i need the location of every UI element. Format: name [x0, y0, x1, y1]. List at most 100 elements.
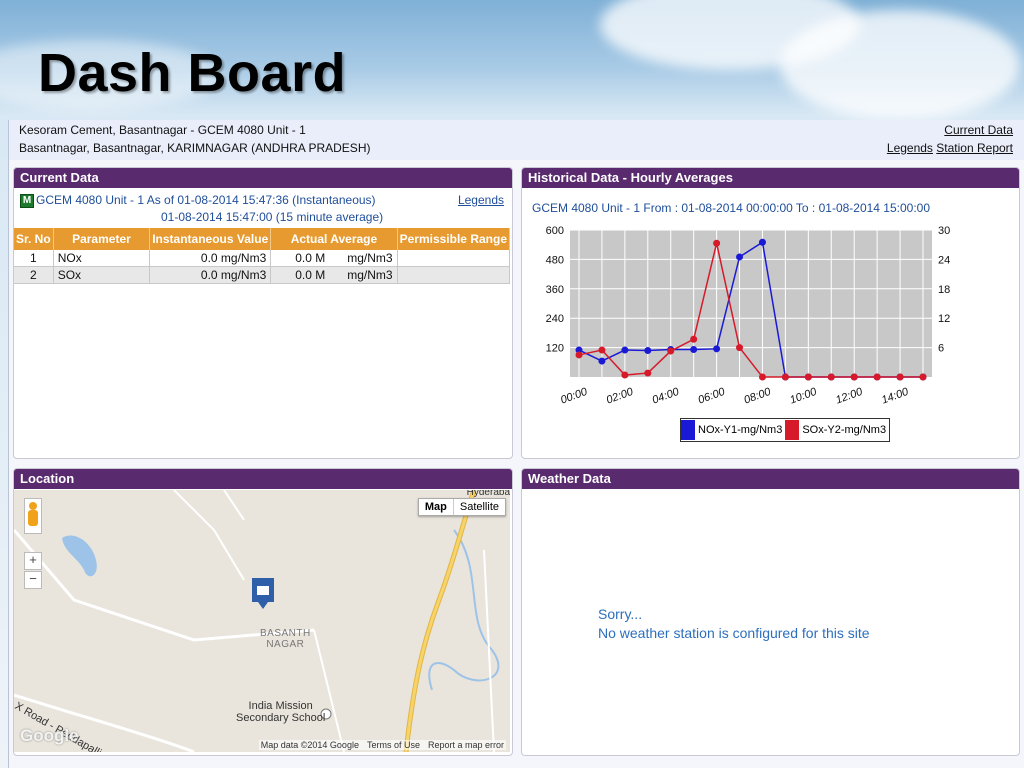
data-point: [598, 357, 606, 365]
average-unit: mg/Nm3: [347, 268, 393, 282]
highway-line: [403, 490, 477, 752]
google-logo: Google: [20, 726, 79, 745]
satellite-view-button[interactable]: Satellite: [459, 501, 499, 513]
hourly-averages-chart: 120 240 360 480 600 6 12 18 24 30 00:00 02:00 04:00 0…: [546, 225, 951, 407]
current-data-panel: Current Data M GCEM 4080 Unit - 1 As of …: [13, 167, 513, 459]
location-map[interactable]: Hyderaba Map Satellite + − BASANTH NAGAR…: [14, 490, 510, 752]
column-header[interactable]: Instantaneous Value: [149, 228, 272, 250]
panel-title: Historical Data - Hourly Averages: [522, 168, 1019, 188]
site-header: Kesoram Cement, Basantnagar - GCEM 4080 …: [9, 120, 1024, 160]
minor-road: [14, 693, 195, 752]
y2-tick-label: 12: [938, 313, 950, 325]
cloud-decoration: [0, 40, 220, 110]
current-data-info: M GCEM 4080 Unit - 1 As of 01-08-2014 15…: [14, 188, 512, 228]
column-header[interactable]: Permissible Range: [397, 228, 511, 250]
minor-road: [173, 490, 245, 581]
legend-item[interactable]: SOx-Y2-mg/Nm3: [785, 419, 889, 441]
highway-line: [404, 490, 476, 752]
plot-area: [570, 230, 932, 377]
station-report-link[interactable]: Station Report: [936, 141, 1013, 155]
y1-tick-label: 360: [546, 284, 564, 296]
minor-road: [223, 490, 245, 521]
legends-link[interactable]: Legends: [457, 193, 504, 207]
data-point: [644, 369, 652, 377]
column-header[interactable]: Sr. No: [14, 228, 54, 250]
data-point: [575, 351, 583, 359]
table-row: 2 SOx 0.0 mg/Nm3 0.0 M mg/Nm3: [14, 266, 511, 284]
map-view-button[interactable]: Map: [419, 499, 454, 515]
school-label: India Mission Secondary School: [236, 700, 326, 724]
range-cell: [397, 250, 511, 267]
station-marker: [257, 586, 269, 595]
data-point: [690, 335, 698, 343]
no-station-text: No weather station is configured for thi…: [598, 625, 870, 641]
panel-title: Weather Data: [522, 469, 1019, 489]
average-cell: 0.0 M mg/Nm3: [270, 266, 398, 284]
x-tick-label: 02:00: [605, 386, 636, 407]
data-point: [758, 373, 766, 381]
x-tick-label: 10:00: [788, 386, 819, 407]
poi-marker: [320, 708, 332, 720]
data-point: [598, 346, 606, 354]
slide-title: Dash Board: [38, 43, 347, 103]
location-panel: Location: [13, 468, 513, 756]
data-point: [850, 373, 858, 381]
site-name: Kesoram Cement, Basantnagar - GCEM 4080 …: [19, 123, 306, 137]
zoom-in-button[interactable]: +: [24, 552, 42, 570]
x-tick-label: 00:00: [559, 386, 590, 407]
data-point: [713, 239, 721, 247]
legend-label: NOx-Y1-mg/Nm3: [698, 424, 783, 436]
sr-no-cell: 2: [14, 266, 54, 284]
map-data-text: Map data ©2014 Google: [260, 740, 359, 750]
table-header-row: Sr. No Parameter Instantaneous Value Act…: [14, 228, 511, 250]
data-point: [621, 346, 629, 354]
x-tick-label: 08:00: [742, 386, 773, 407]
x-tick-label: 12:00: [834, 386, 865, 407]
data-point: [575, 346, 583, 354]
historical-subtitle: GCEM 4080 Unit - 1 From : 01-08-2014 00:…: [532, 201, 931, 215]
weather-message: Sorry... No weather station is configure…: [598, 605, 870, 643]
minor-road: [313, 629, 345, 752]
legend-swatch: [785, 420, 800, 440]
historical-data-panel: Historical Data - Hourly Averages GCEM 4…: [521, 167, 1020, 459]
current-data-link[interactable]: Current Data: [944, 123, 1013, 137]
legends-link[interactable]: Legends: [886, 141, 933, 155]
data-point: [827, 373, 835, 381]
x-tick-label: 04:00: [651, 386, 682, 407]
report-error-link[interactable]: Report a map error: [427, 740, 504, 750]
panel-title: Current Data: [14, 168, 512, 188]
monitor-badge-icon: M: [20, 194, 34, 208]
map-type-control: Map Satellite: [417, 498, 506, 516]
dashboard-screen: Kesoram Cement, Basantnagar - GCEM 4080 …: [8, 120, 1024, 768]
data-point: [919, 373, 927, 381]
map-attribution: Map data ©2014 Google Terms of Use Repor…: [258, 740, 506, 750]
zoom-out-button[interactable]: −: [24, 571, 42, 589]
average-cell: 0.0 M mg/Nm3: [270, 250, 398, 267]
average-value: 0.0 M: [295, 268, 326, 282]
data-point: [667, 347, 675, 355]
sorry-text: Sorry...: [598, 606, 643, 622]
x-tick-label: 06:00: [697, 386, 728, 407]
y2-tick-label: 18: [938, 284, 950, 296]
map-canvas: [14, 490, 500, 752]
instantaneous-cell: 0.0 mg/Nm3: [149, 250, 272, 267]
series-line: [578, 243, 923, 378]
river-line: [428, 529, 500, 691]
average-unit: mg/Nm3: [347, 251, 393, 265]
data-point: [690, 346, 698, 354]
column-header[interactable]: Parameter: [53, 228, 151, 250]
panel-title: Location: [14, 469, 512, 489]
y2-tick-label: 6: [938, 343, 944, 355]
y1-tick-label: 600: [546, 225, 564, 237]
range-cell: [397, 266, 511, 284]
hyderabad-label: Hyderaba: [466, 490, 510, 498]
y1-tick-label: 480: [546, 254, 564, 266]
column-header[interactable]: Actual Average: [270, 228, 398, 250]
pegman-icon[interactable]: [24, 498, 42, 534]
y1-tick-label: 240: [546, 313, 564, 325]
legend-item[interactable]: NOx-Y1-mg/Nm3: [681, 419, 785, 441]
parameter-cell: SOx: [53, 266, 151, 284]
y2-tick-label: 30: [938, 225, 950, 237]
average-timestamp: 01-08-2014 15:47:00 (15 minute average): [161, 210, 384, 224]
terms-link[interactable]: Terms of Use: [366, 740, 420, 750]
